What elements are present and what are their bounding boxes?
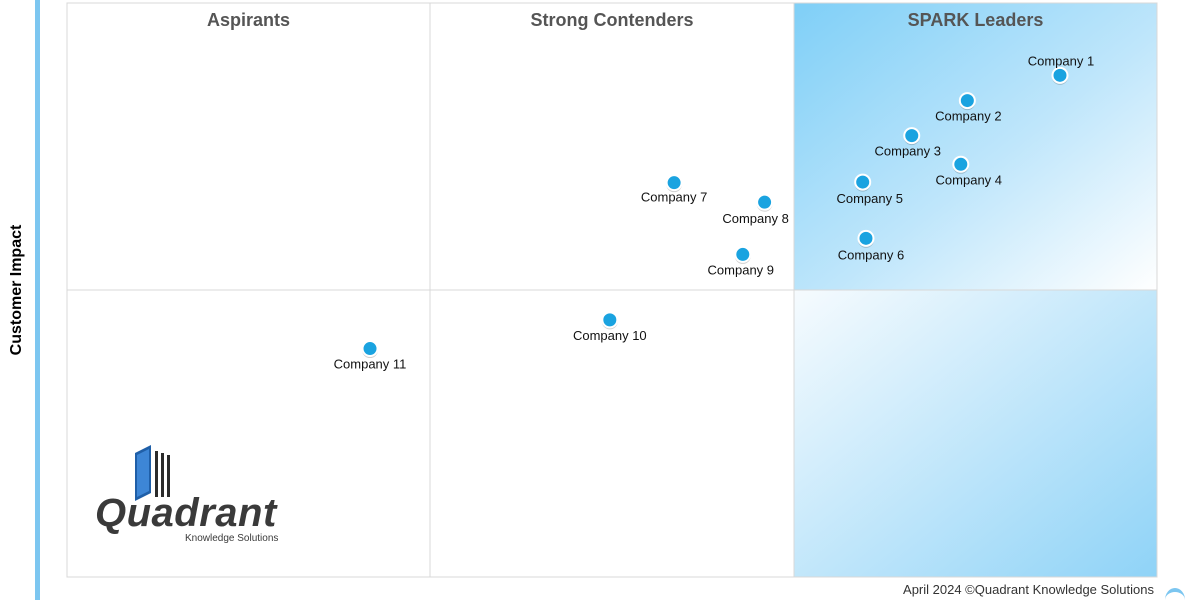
logo-tagline: Knowledge Solutions — [185, 533, 279, 544]
data-point-company-8: Company 8 — [722, 193, 789, 226]
data-point-company-11: Company 11 — [334, 340, 407, 372]
point-label: Company 4 — [936, 172, 1002, 187]
leaders-quadrant-bg — [794, 3, 1157, 290]
point-label: Company 11 — [334, 357, 407, 372]
left-accent-stripe — [35, 0, 40, 600]
point-label: Company 2 — [935, 109, 1001, 124]
point-marker — [756, 193, 774, 211]
data-point-company-9: Company 9 — [708, 245, 774, 277]
quadrant-title-aspirants: Aspirants — [207, 10, 290, 30]
point-label: Company 6 — [838, 247, 904, 262]
footer-copyright: April 2024 ©Quadrant Knowledge Solutions — [903, 582, 1154, 597]
point-label: Company 3 — [875, 144, 941, 159]
quadrant-title-strong-contenders: Strong Contenders — [530, 10, 693, 30]
point-marker — [665, 174, 683, 192]
point-label: Company 8 — [722, 211, 788, 226]
point-marker — [903, 127, 921, 145]
quadrant-logo: Quadrant Knowledge Solutions — [93, 445, 308, 550]
point-marker — [952, 155, 970, 173]
data-point-company-1: Company 1 — [1028, 53, 1094, 85]
data-point-company-3: Company 3 — [875, 127, 941, 159]
data-point-company-10: Company 10 — [573, 311, 647, 343]
point-label: Company 9 — [708, 262, 774, 277]
quadrant-title-spark-leaders: SPARK Leaders — [908, 10, 1044, 30]
point-label: Company 1 — [1028, 53, 1094, 68]
corner-decoration — [1165, 588, 1185, 600]
book-icon — [135, 445, 170, 501]
point-label: Company 10 — [573, 328, 647, 343]
point-marker — [854, 173, 872, 191]
point-label: Company 7 — [641, 190, 707, 205]
logo-wordmark: Quadrant — [95, 491, 277, 535]
point-marker — [958, 92, 976, 110]
data-point-company-4: Company 4 — [936, 155, 1002, 187]
data-point-company-5: Company 5 — [836, 173, 903, 206]
point-marker — [361, 340, 379, 358]
point-marker — [857, 229, 875, 247]
point-marker — [1051, 66, 1069, 84]
point-label: Company 5 — [836, 191, 902, 206]
leaders-lower-bg — [794, 290, 1157, 577]
data-point-company-2: Company 2 — [935, 92, 1002, 124]
data-point-company-7: Company 7 — [641, 174, 707, 205]
point-marker — [734, 245, 752, 263]
data-point-company-6: Company 6 — [838, 229, 904, 262]
point-marker — [601, 311, 619, 329]
